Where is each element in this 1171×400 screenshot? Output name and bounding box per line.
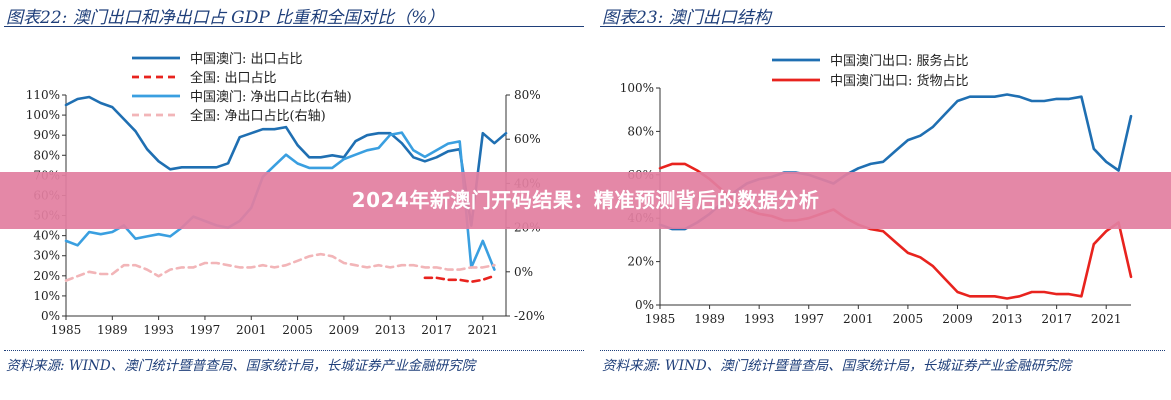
series-line <box>64 131 496 271</box>
x-tick-label: 1985 <box>51 323 82 337</box>
source-divider <box>600 350 1165 351</box>
legend-label: 全国: 净出口占比(右轴) <box>190 108 326 124</box>
x-tick-label: 1989 <box>97 323 128 337</box>
y-tick-label-right: 60% <box>514 132 541 146</box>
chart-panel-right: 图表23: 澳门出口结构 0%20%40%60%80%100%198519891… <box>596 0 1171 400</box>
x-tick-label: 2009 <box>942 312 973 326</box>
source-divider <box>4 350 584 351</box>
legend-label: 中国澳门出口: 服务占比 <box>830 53 969 69</box>
y-tick-label-right: 80% <box>514 88 541 102</box>
x-tick-label: 2001 <box>236 323 267 337</box>
chart-23: 0%20%40%60%80%100%1985198919931997200120… <box>620 53 1133 326</box>
title-divider <box>4 26 584 27</box>
y-tick-label-left: 30% <box>33 249 60 263</box>
y-tick-label-left: 0% <box>41 309 60 323</box>
y-tick-label-left: 40% <box>33 229 60 243</box>
x-tick-label: 1997 <box>190 323 221 337</box>
y-tick-label-left: 80% <box>33 148 60 162</box>
legend-label: 中国澳门: 出口占比 <box>190 51 303 67</box>
legend-label: 全国: 出口占比 <box>190 70 277 86</box>
chart-source: 资料来源: WIND、澳门统计暨普查局、国家统计局，长城证券产业金融研究院 <box>602 358 1072 374</box>
x-tick-label: 2001 <box>843 312 874 326</box>
x-tick-label: 1989 <box>694 312 725 326</box>
series-line <box>64 95 508 227</box>
x-tick-label: 1993 <box>744 312 775 326</box>
overlay-banner <box>0 172 1171 229</box>
y-tick-label-left: 90% <box>33 128 60 142</box>
title-divider <box>600 26 1165 27</box>
x-tick-label: 2009 <box>329 323 360 337</box>
x-tick-label: 2013 <box>992 312 1023 326</box>
x-tick-label: 1997 <box>793 312 824 326</box>
chart-source: 资料来源: WIND、澳门统计暨普查局、国家统计局，长城证券产业金融研究院 <box>6 358 476 374</box>
y-tick-label-right: -20% <box>514 309 545 323</box>
x-tick-label: 2017 <box>1041 312 1072 326</box>
y-tick-label-left: 20% <box>33 269 60 283</box>
series-line <box>64 252 496 282</box>
y-tick-label-left: 20% <box>627 255 654 269</box>
y-tick-label-right: 0% <box>514 265 533 279</box>
legend-label: 中国澳门出口: 货物占比 <box>830 73 969 89</box>
x-tick-label: 2005 <box>282 323 313 337</box>
x-tick-label: 2017 <box>421 323 452 337</box>
y-tick-label-left: 100% <box>26 108 60 122</box>
series-line <box>423 274 496 284</box>
y-tick-label-left: 80% <box>627 124 654 138</box>
banner-headline: 2024年新澳门开码结果：精准预测背后的数据分析 <box>351 188 820 212</box>
y-tick-label-left: 100% <box>620 81 654 95</box>
y-tick-label-left: 0% <box>635 298 654 312</box>
x-tick-label: 1985 <box>645 312 676 326</box>
x-tick-label: 2005 <box>893 312 924 326</box>
x-tick-label: 1993 <box>143 323 174 337</box>
chart-title: 图表23: 澳门出口结构 <box>602 8 771 28</box>
x-tick-label: 2013 <box>375 323 406 337</box>
chart-title: 图表22: 澳门出口和净出口占 GDP 比重和全国对比（%） <box>6 8 445 28</box>
x-tick-label: 2021 <box>468 323 499 337</box>
y-tick-label-left: 10% <box>33 289 60 303</box>
legend-label: 中国澳门: 净出口占比(右轴) <box>190 89 352 105</box>
y-tick-label-left: 110% <box>26 88 60 102</box>
x-tick-label: 2021 <box>1091 312 1122 326</box>
